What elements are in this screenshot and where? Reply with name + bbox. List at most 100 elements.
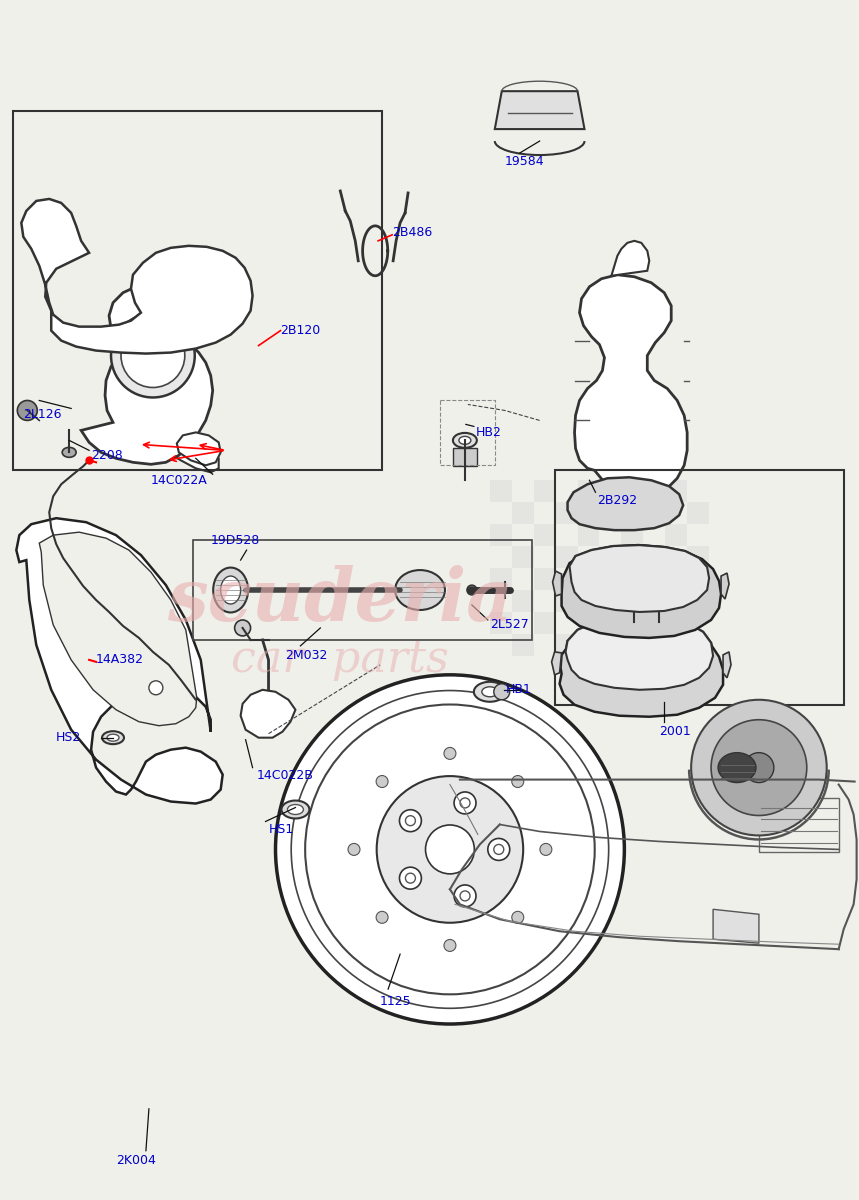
Bar xyxy=(687,480,709,503)
Bar xyxy=(556,568,577,590)
Ellipse shape xyxy=(482,686,497,697)
Text: scuderia: scuderia xyxy=(168,564,514,636)
Bar xyxy=(621,612,643,634)
Bar xyxy=(490,568,512,590)
Circle shape xyxy=(235,620,251,636)
Bar xyxy=(14,112,382,470)
Polygon shape xyxy=(177,432,221,466)
Circle shape xyxy=(454,792,476,814)
Circle shape xyxy=(405,874,416,883)
Ellipse shape xyxy=(107,734,119,742)
Bar xyxy=(577,480,600,503)
Bar xyxy=(665,524,687,546)
Bar xyxy=(577,503,600,524)
Bar xyxy=(556,546,577,568)
Polygon shape xyxy=(713,910,759,943)
Circle shape xyxy=(691,700,826,835)
Circle shape xyxy=(460,890,470,901)
Bar xyxy=(577,568,600,590)
Bar xyxy=(512,612,533,634)
Bar xyxy=(621,590,643,612)
Bar xyxy=(490,590,512,612)
Ellipse shape xyxy=(459,437,471,444)
Bar xyxy=(643,612,665,634)
Bar xyxy=(490,503,512,524)
Bar xyxy=(621,546,643,568)
Polygon shape xyxy=(568,478,683,530)
Bar xyxy=(533,634,556,656)
Ellipse shape xyxy=(395,570,445,610)
Bar xyxy=(643,634,665,656)
Ellipse shape xyxy=(213,568,248,612)
Circle shape xyxy=(512,911,524,923)
Circle shape xyxy=(399,868,422,889)
Bar xyxy=(453,449,477,467)
Text: HB2: HB2 xyxy=(476,426,502,439)
Bar xyxy=(643,590,665,612)
Bar xyxy=(556,524,577,546)
Polygon shape xyxy=(559,626,723,716)
Text: HS2: HS2 xyxy=(56,731,82,744)
Bar xyxy=(643,524,665,546)
Circle shape xyxy=(460,798,470,808)
Bar xyxy=(490,546,512,568)
Bar xyxy=(687,524,709,546)
Polygon shape xyxy=(565,617,713,690)
Bar xyxy=(621,568,643,590)
Bar xyxy=(533,546,556,568)
Bar xyxy=(643,568,665,590)
Circle shape xyxy=(494,684,509,700)
Bar xyxy=(555,470,844,704)
Polygon shape xyxy=(81,284,213,464)
Text: 19D528: 19D528 xyxy=(210,534,260,547)
Text: 1125: 1125 xyxy=(381,995,411,1008)
Polygon shape xyxy=(16,518,222,804)
Circle shape xyxy=(425,824,474,874)
Ellipse shape xyxy=(718,752,756,782)
Circle shape xyxy=(121,324,185,388)
Bar xyxy=(577,524,600,546)
Bar xyxy=(490,612,512,634)
Bar xyxy=(665,634,687,656)
Bar xyxy=(512,546,533,568)
Bar xyxy=(192,540,532,640)
Text: 2B120: 2B120 xyxy=(281,324,320,337)
Ellipse shape xyxy=(282,800,309,818)
Polygon shape xyxy=(575,275,687,497)
Circle shape xyxy=(376,776,523,923)
Bar xyxy=(621,503,643,524)
Bar xyxy=(577,612,600,634)
Bar xyxy=(490,524,512,546)
Circle shape xyxy=(444,940,456,952)
Bar xyxy=(621,634,643,656)
Bar xyxy=(600,634,621,656)
Bar xyxy=(490,634,512,656)
Text: 2L126: 2L126 xyxy=(23,408,62,421)
Text: 14C022A: 14C022A xyxy=(151,474,208,487)
Text: 2B292: 2B292 xyxy=(598,493,637,506)
Ellipse shape xyxy=(474,682,506,702)
Bar xyxy=(600,480,621,503)
Bar xyxy=(533,480,556,503)
Bar xyxy=(577,590,600,612)
Polygon shape xyxy=(618,491,651,512)
Bar xyxy=(665,612,687,634)
Circle shape xyxy=(467,586,477,595)
Circle shape xyxy=(711,720,807,816)
Bar xyxy=(600,590,621,612)
Circle shape xyxy=(149,680,163,695)
Text: car  parts: car parts xyxy=(231,638,449,682)
Circle shape xyxy=(744,752,774,782)
Bar xyxy=(512,568,533,590)
Text: 2K004: 2K004 xyxy=(116,1154,155,1168)
Circle shape xyxy=(405,816,416,826)
Bar xyxy=(643,503,665,524)
Bar xyxy=(512,524,533,546)
Circle shape xyxy=(444,748,456,760)
Bar xyxy=(687,568,709,590)
Polygon shape xyxy=(551,652,562,674)
Bar xyxy=(533,590,556,612)
Bar xyxy=(533,503,556,524)
Polygon shape xyxy=(173,445,219,473)
Text: 19584: 19584 xyxy=(505,155,545,168)
